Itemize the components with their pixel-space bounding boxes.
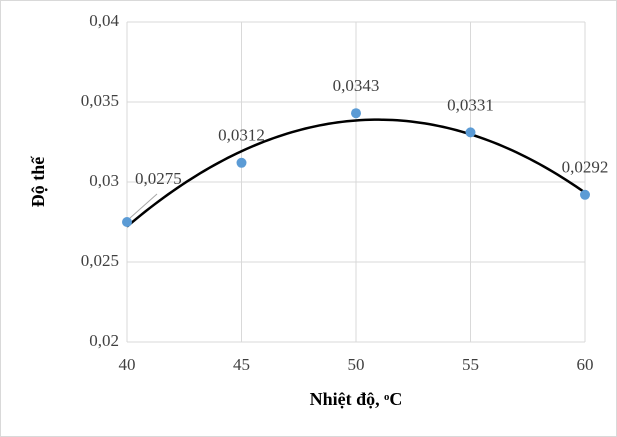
- data-label: 0,0331: [447, 95, 494, 114]
- trendline: [126, 118, 586, 228]
- data-label: 0,0292: [562, 158, 609, 177]
- x-tick-label: 45: [233, 355, 250, 374]
- x-tick-label: 55: [462, 355, 479, 374]
- data-label: 0,0312: [218, 126, 265, 145]
- data-point: [351, 108, 361, 119]
- x-tick-label: 60: [577, 355, 594, 374]
- y-tick-label: 0,04: [89, 11, 119, 30]
- x-tick-label: 50: [348, 355, 365, 374]
- y-axis-title: Độ thế: [28, 156, 48, 208]
- data-point: [122, 217, 132, 227]
- data-point: [236, 157, 247, 168]
- y-tick-label: 0,035: [81, 91, 119, 110]
- leader-line: [129, 193, 158, 219]
- data-point: [465, 127, 476, 138]
- x-tick-label: 40: [119, 355, 136, 374]
- y-tick-label: 0,03: [89, 171, 119, 190]
- data-point: [580, 189, 590, 200]
- y-tick-label: 0,02: [89, 331, 119, 350]
- data-label: 0,0343: [333, 76, 380, 95]
- data-label: 0,0275: [135, 169, 182, 188]
- y-tick-label: 0,025: [81, 251, 119, 270]
- x-axis-title: Nhiệt độ, ᵒC: [310, 389, 403, 409]
